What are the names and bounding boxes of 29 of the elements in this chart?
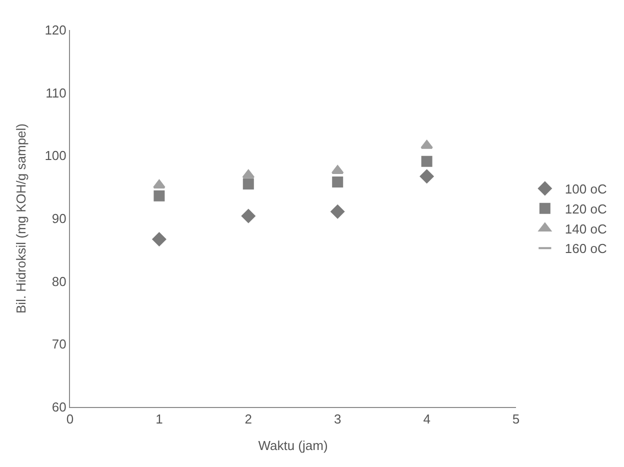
point [242, 209, 256, 223]
legend-label: 160 oC [564, 241, 607, 256]
x-tick-label: 1 [156, 412, 163, 427]
point [153, 180, 166, 188]
x-tick-label: 3 [334, 412, 342, 427]
y-tick-label: 100 [44, 148, 66, 164]
point [154, 190, 165, 202]
point [242, 178, 254, 190]
point [420, 140, 433, 149]
y-tick-label: 60 [52, 400, 66, 415]
point [152, 232, 166, 246]
y-tick-label: 90 [52, 211, 66, 226]
legend-label: 120 oC [564, 201, 607, 216]
point [420, 170, 434, 184]
x-axis-title: Waktu (jam) [258, 438, 328, 454]
point [330, 204, 344, 218]
point [421, 156, 432, 167]
x-tick-label: 4 [423, 412, 430, 427]
point [332, 176, 344, 188]
y-axis-title: Bil. Hidroksil (mg KOH/g sampel) [14, 124, 29, 314]
y-tick-label: 110 [46, 85, 66, 100]
legend-label: 100 oC [564, 182, 607, 197]
x-tick-label: 0 [66, 412, 74, 427]
x-tick-label: 2 [244, 412, 252, 427]
y-tick-label: 70 [52, 336, 66, 352]
legend-label: 140 oC [564, 221, 607, 236]
y-tick-label: 120 [44, 22, 66, 38]
x-tick-label: 5 [512, 412, 520, 427]
y-tick-label: 80 [52, 274, 66, 289]
